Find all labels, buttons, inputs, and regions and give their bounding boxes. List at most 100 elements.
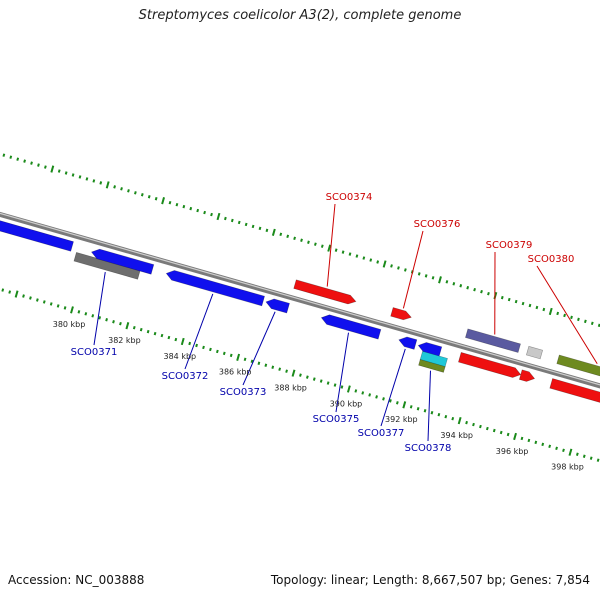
tick-mark: [556, 311, 560, 316]
tick-mark: [257, 361, 261, 365]
tick-mark: [78, 175, 82, 179]
gene-feature: [91, 248, 155, 275]
tick-mark: [438, 276, 442, 284]
tick-mark: [354, 389, 358, 393]
tick-mark: [437, 412, 441, 417]
gene-feature: [165, 270, 265, 307]
tick-mark: [16, 157, 20, 161]
tick-mark: [98, 316, 102, 320]
tick-mark: [492, 428, 496, 433]
tick-mark: [457, 416, 462, 425]
tick-mark: [480, 289, 483, 294]
gene-label: SCO0377: [358, 428, 405, 439]
tick-mark: [417, 272, 421, 276]
gene-labels: SCO0371 SCO0372 SCO0373 SCO0374 SCO0375 SCO03…: [71, 192, 598, 454]
tick-mark: [506, 432, 510, 437]
tick-mark: [514, 299, 518, 304]
tick-mark: [189, 206, 193, 211]
scale-label: 396 kbp: [496, 447, 529, 456]
tick-mark: [174, 337, 178, 342]
tick-mark: [452, 282, 456, 286]
gene-label-leader: [326, 203, 336, 287]
tick-mark: [590, 321, 594, 326]
scale-label: 398 kbp: [551, 463, 584, 472]
gene-label-leader: [184, 293, 214, 370]
gene-label-leader: [402, 230, 424, 309]
tick-mark: [416, 407, 420, 411]
tick-mark: [445, 280, 449, 284]
gene-label: SCO0380: [528, 254, 575, 265]
tick-mark: [507, 297, 511, 302]
tick-mark: [513, 432, 517, 441]
gene-feature: [518, 369, 536, 382]
tick-mark: [1, 288, 5, 292]
gene-label: SCO0375: [313, 414, 360, 425]
tick-mark: [487, 291, 490, 296]
tick-mark: [473, 287, 476, 292]
map-title: Streptomyces coelicolor A3(2), complete …: [138, 8, 462, 23]
tick-mark: [402, 401, 407, 409]
tick-mark: [37, 163, 40, 167]
tick-mark: [30, 161, 33, 165]
tick-marks: [1, 153, 600, 462]
gene-feature: [0, 220, 74, 252]
gene-feature: [458, 352, 522, 378]
tick-mark: [119, 322, 122, 326]
gene-label-leader: [427, 370, 431, 442]
tick-mark: [146, 329, 150, 334]
tick-mark: [113, 185, 116, 189]
tick-mark: [8, 290, 12, 294]
tick-mark: [230, 218, 234, 223]
tick-mark: [271, 228, 276, 236]
tick-mark: [196, 208, 200, 213]
tick-mark: [140, 193, 144, 197]
tick-mark: [307, 240, 310, 244]
tick-mark: [348, 252, 352, 256]
gene-feature: [418, 359, 446, 373]
tick-mark: [258, 226, 262, 231]
genome-backbone: [0, 211, 600, 389]
tick-mark: [44, 165, 47, 169]
tick-mark: [167, 335, 171, 340]
gene-label-leader: [536, 265, 598, 364]
tick-mark: [361, 391, 365, 395]
tick-mark: [500, 295, 504, 300]
tick-mark: [57, 169, 61, 173]
tick-mark: [139, 327, 143, 332]
gene-label: SCO0373: [220, 387, 267, 398]
gene-feature: [549, 378, 600, 403]
tick-mark: [451, 416, 455, 421]
gene-feature: [398, 336, 418, 350]
tick-mark: [210, 212, 213, 217]
tick-mark: [568, 448, 573, 456]
tick-mark: [85, 177, 89, 181]
scale-label: 380 kbp: [53, 320, 86, 329]
gene-feature: [390, 307, 412, 321]
tick-mark: [160, 333, 164, 338]
gene-feature: [293, 279, 357, 305]
tick-mark: [520, 436, 524, 441]
tick-mark: [188, 341, 192, 346]
tick-mark: [243, 357, 247, 362]
tick-mark: [29, 296, 32, 300]
tick-mark: [431, 276, 435, 280]
tick-mark: [355, 254, 359, 258]
tick-mark: [236, 353, 241, 361]
tick-mark: [327, 244, 332, 252]
tick-mark: [459, 284, 463, 288]
tick-mark: [22, 294, 25, 298]
tick-mark: [63, 306, 67, 310]
tick-mark: [424, 274, 428, 278]
tick-mark: [161, 197, 166, 205]
tick-mark: [397, 266, 400, 270]
scale-label: 392 kbp: [385, 415, 418, 424]
tick-mark: [147, 195, 151, 199]
gene-label: SCO0378: [405, 443, 452, 454]
gene-feature: [417, 342, 443, 357]
tick-mark: [105, 181, 110, 189]
scale-label: 394 kbp: [440, 431, 473, 440]
tick-mark: [9, 155, 13, 159]
tick-mark: [562, 448, 565, 453]
gene-label: SCO0379: [486, 240, 533, 251]
